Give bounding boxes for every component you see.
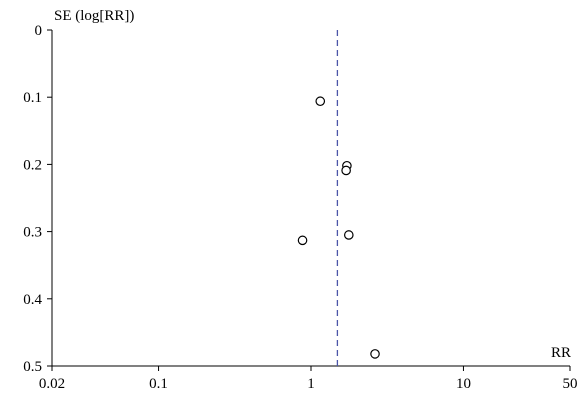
y-tick-label: 0.1 (23, 90, 42, 106)
y-tick-label: 0.4 (23, 292, 42, 308)
x-tick-label: 0.02 (39, 376, 65, 392)
y-tick-label: 0.2 (23, 157, 42, 173)
x-axis-label: RR (551, 345, 571, 361)
study-point (341, 165, 351, 176)
x-tick-label: 50 (563, 376, 578, 392)
study-point (344, 230, 354, 240)
y-tick-label: 0.3 (23, 225, 42, 241)
y-ticks: 0 0.1 0.2 0.3 0.4 0.5 (23, 23, 52, 375)
x-tick-label: 1 (307, 376, 315, 392)
study-point (370, 349, 380, 359)
y-axis-label: SE (log[RR]) (54, 8, 134, 24)
x-tick-label: 0.1 (149, 376, 168, 392)
axes (51, 30, 570, 367)
x-tick-label: 10 (456, 376, 471, 392)
y-tick-label: 0.5 (23, 359, 42, 375)
x-ticks: 0.02 0.1 1 10 50 (39, 366, 578, 392)
y-tick-label: 0 (35, 23, 43, 39)
study-points (297, 96, 380, 359)
study-point (315, 96, 326, 107)
study-point (297, 235, 308, 246)
